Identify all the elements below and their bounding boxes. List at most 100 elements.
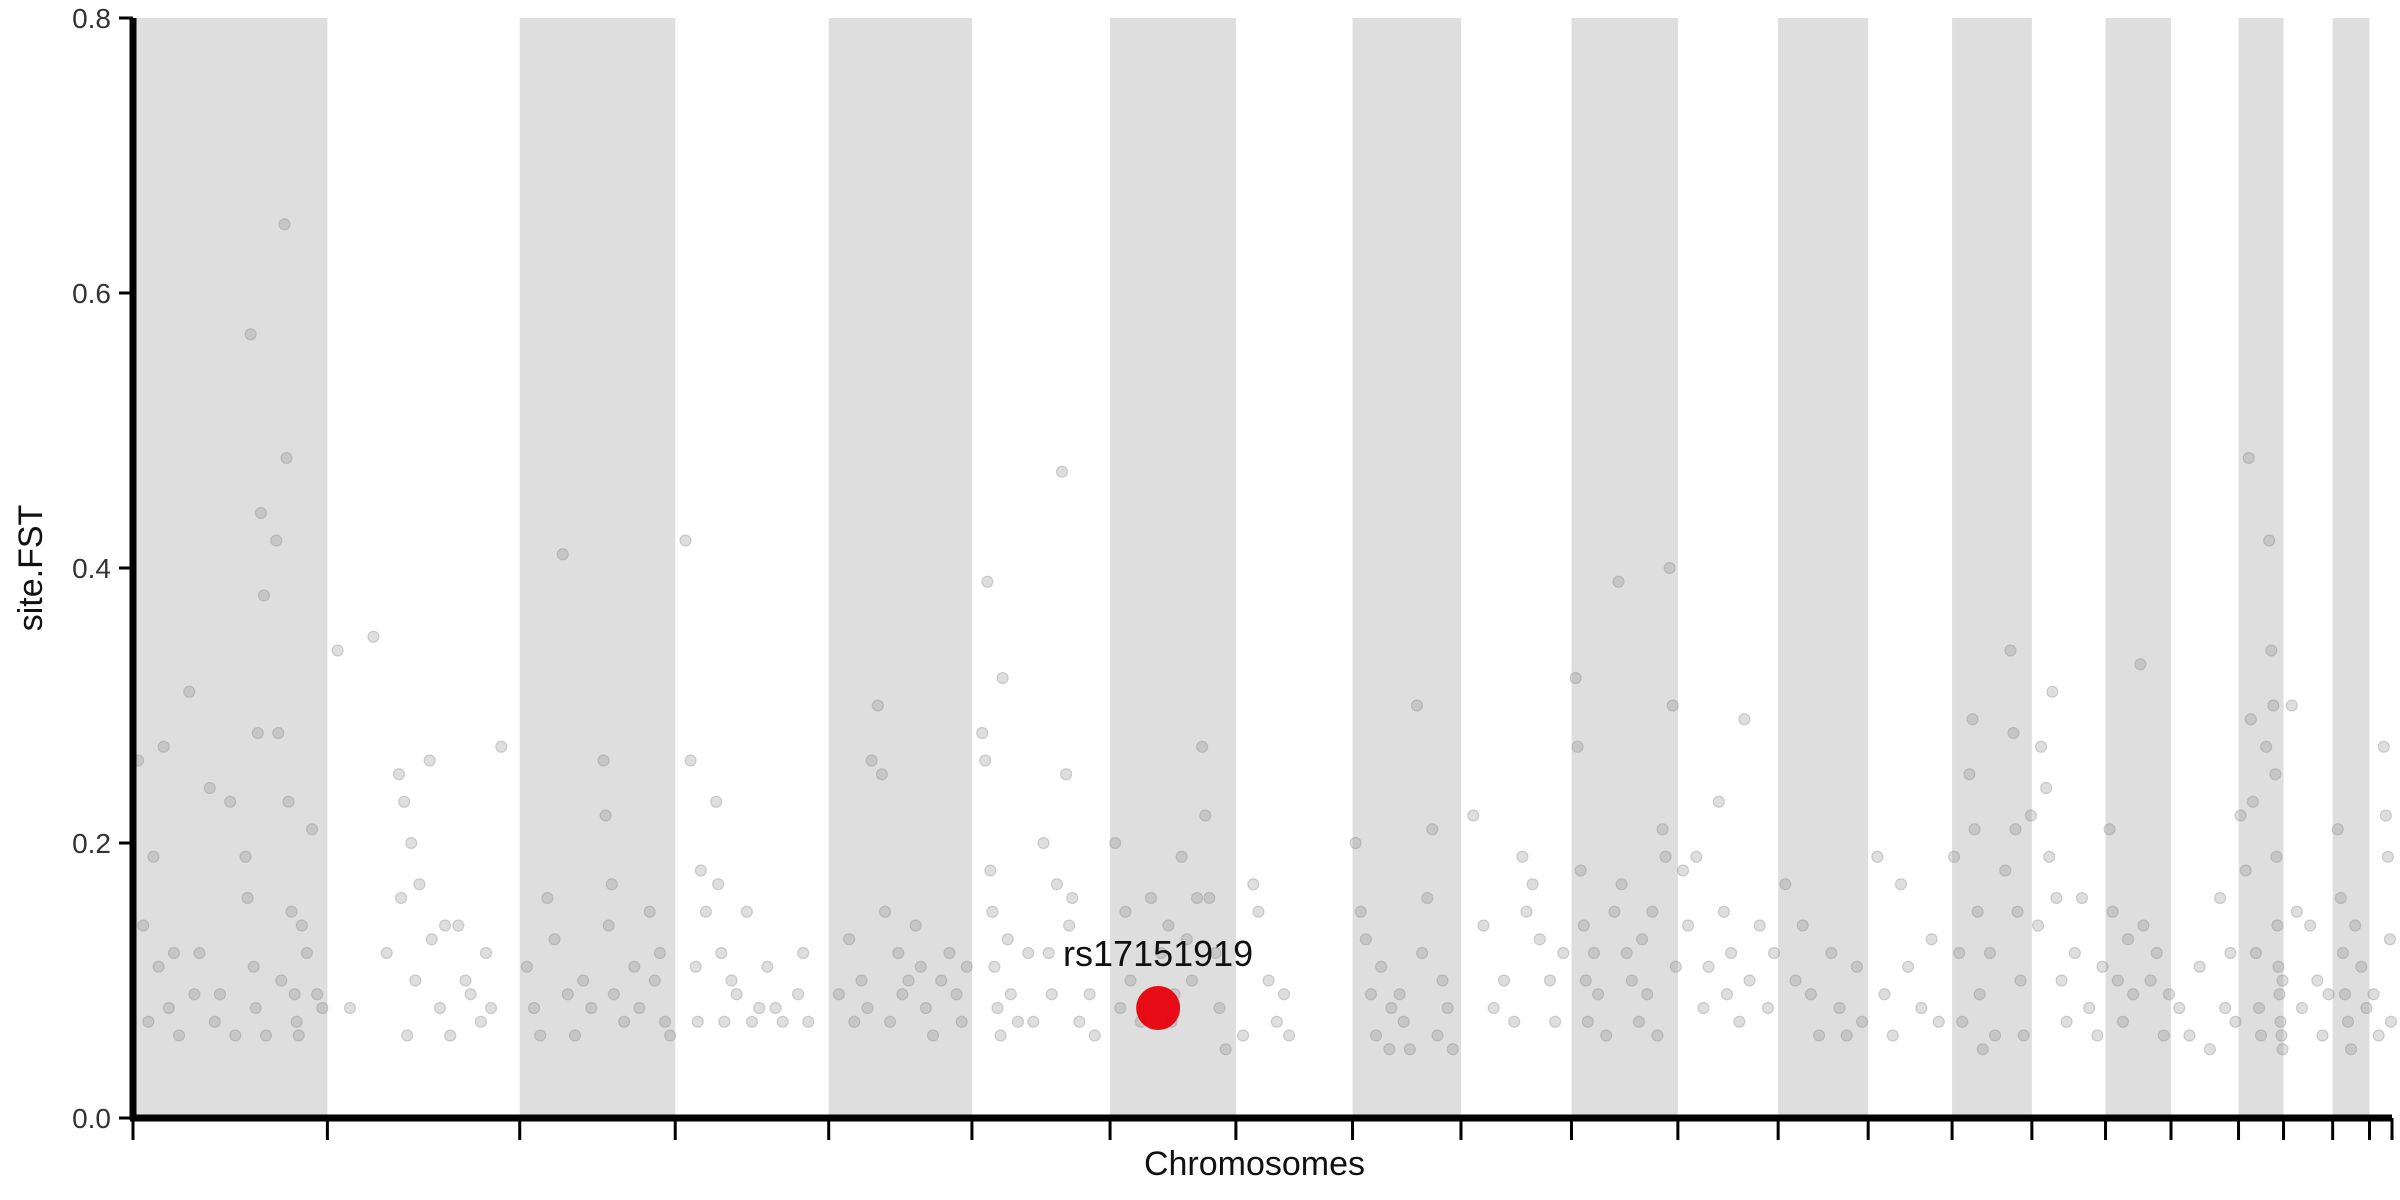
snp-point	[1004, 988, 1017, 1001]
snp-point	[1209, 946, 1222, 960]
snp-point	[229, 1029, 242, 1042]
snp-point	[715, 946, 728, 960]
snp-point	[2316, 1029, 2329, 1042]
snp-point	[2106, 905, 2119, 918]
snp-point	[2331, 823, 2344, 836]
snp-point	[1403, 1043, 1416, 1056]
chromosome-band	[133, 18, 328, 1118]
y-axis-title: site.FST	[12, 505, 50, 632]
snp-point	[1690, 850, 1703, 863]
snp-point	[1915, 1001, 1928, 1015]
snp-point	[474, 1015, 487, 1028]
snp-point	[1871, 850, 1884, 863]
snp-point	[541, 891, 554, 905]
snp-point	[251, 726, 264, 740]
snp-point	[2024, 809, 2037, 822]
snp-point	[2384, 1015, 2398, 1028]
snp-point	[1646, 905, 1659, 918]
snp-point	[1262, 974, 1275, 987]
snp-point	[848, 1015, 861, 1028]
snp-point	[2270, 850, 2283, 863]
snp-point	[577, 974, 590, 987]
snp-point	[2121, 933, 2135, 946]
snp-point	[280, 451, 293, 465]
snp-point	[1632, 1015, 1646, 1028]
snp-point	[495, 740, 508, 753]
snp-point	[2355, 960, 2368, 973]
x-axis-title: Chromosomes	[1144, 1145, 1365, 1183]
snp-point	[2349, 919, 2362, 932]
snp-point	[2254, 1029, 2268, 1042]
snp-point	[568, 1029, 582, 1042]
snp-point	[1011, 1015, 1025, 1028]
snp-point	[1059, 768, 1073, 781]
highlight-snp-point[interactable]	[1136, 986, 1181, 1030]
snp-point	[2372, 1029, 2385, 1042]
snp-point	[981, 575, 994, 588]
snp-point	[1124, 974, 1137, 987]
snp-point	[2050, 891, 2063, 905]
snp-point	[172, 1029, 186, 1042]
snp-point	[988, 960, 1001, 973]
y-tick-label: 0.4	[72, 553, 111, 584]
snp-point	[1968, 823, 1981, 836]
snp-point	[776, 1015, 789, 1028]
snp-point	[1508, 1015, 1521, 1028]
snp-point	[1804, 988, 1817, 1001]
snp-point	[1581, 1015, 1594, 1028]
snp-point	[1066, 891, 1079, 905]
snp-point	[2193, 960, 2206, 973]
snp-point	[1175, 850, 1188, 863]
snp-point	[203, 781, 216, 795]
snp-point	[1045, 988, 1058, 1001]
chromosome-band	[1778, 18, 1869, 1118]
snp-point	[1088, 1029, 1101, 1042]
snp-point	[2219, 1001, 2232, 1015]
chromosome-bands	[133, 18, 2370, 1118]
snp-point	[1971, 905, 1984, 918]
snp-point	[527, 1001, 541, 1015]
snp-point	[1577, 919, 1590, 932]
snp-point	[1549, 1015, 1562, 1028]
snp-point	[2360, 1001, 2373, 1015]
snp-point	[1001, 933, 1014, 946]
snp-point	[193, 946, 206, 960]
snp-point	[2267, 699, 2280, 712]
snp-point	[1416, 946, 1429, 960]
snp-point	[1600, 1029, 1613, 1042]
snp-point	[769, 1001, 782, 1015]
snp-point	[2295, 1001, 2309, 1015]
chromosome-band	[1352, 18, 1461, 1118]
snp-point	[278, 218, 291, 231]
snp-point	[162, 1001, 175, 1015]
snp-point	[926, 1029, 940, 1042]
snp-point	[718, 1015, 731, 1028]
snp-point	[2203, 1043, 2216, 1056]
snp-point	[1569, 671, 1582, 685]
snp-point	[1162, 919, 1175, 932]
highlight-snp-label: rs17151919	[1063, 933, 1253, 974]
snp-point	[2290, 905, 2303, 918]
snp-point	[305, 823, 319, 836]
snp-point	[2157, 1029, 2170, 1042]
snp-point	[405, 836, 418, 850]
snp-point	[2134, 658, 2147, 671]
snp-point	[643, 905, 656, 918]
snp-point	[2075, 891, 2089, 905]
snp-point	[2214, 891, 2227, 905]
snp-point	[2183, 1029, 2196, 1042]
snp-point	[1252, 905, 1265, 918]
snp-point	[653, 946, 666, 960]
snp-point	[2275, 1029, 2288, 1042]
snp-point	[2334, 891, 2347, 905]
snp-point	[2009, 823, 2022, 836]
snp-point	[548, 933, 561, 946]
snp-point	[691, 1015, 704, 1028]
chromosome-band	[828, 18, 972, 1118]
snp-point	[152, 960, 165, 973]
snp-point	[1236, 1029, 1250, 1042]
snp-point	[452, 919, 465, 932]
snp-point	[142, 1015, 155, 1028]
snp-point	[1925, 933, 1938, 946]
snp-point	[607, 988, 620, 1001]
